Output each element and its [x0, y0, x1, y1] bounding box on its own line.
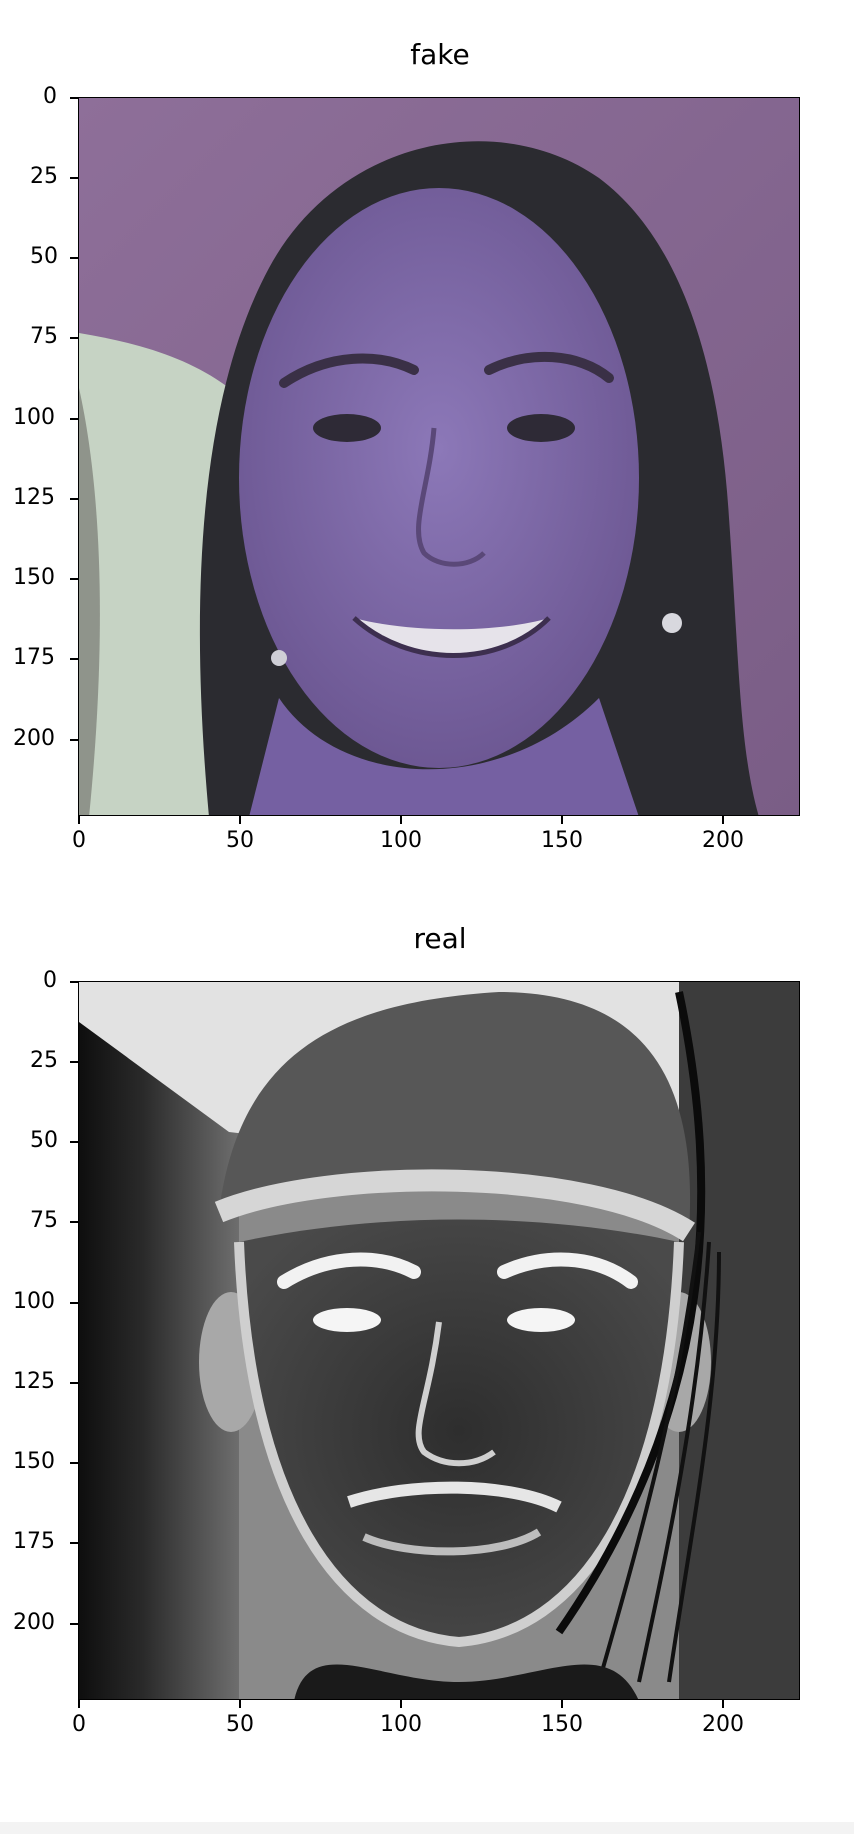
y-tick-label: 25: [30, 164, 58, 189]
real-face-image: [79, 982, 799, 1699]
y-tick-label: 0: [43, 84, 57, 109]
y-tick-label: 0: [43, 968, 57, 993]
x-tick-label: 200: [702, 828, 744, 853]
x-tick-label: 0: [72, 1712, 86, 1737]
y-tick-label: 100: [13, 1289, 55, 1314]
x-tick-label: 100: [380, 1712, 422, 1737]
y-tick-label: 125: [13, 1369, 55, 1394]
x-tick-label: 200: [702, 1712, 744, 1737]
x-tick-label: 0: [72, 828, 86, 853]
bottom-scroll-strip: [0, 1822, 854, 1834]
y-tick-label: 175: [13, 645, 55, 670]
y-tick-label: 125: [13, 485, 55, 510]
y-tick-label: 200: [13, 1610, 55, 1635]
image-frame: [78, 97, 800, 816]
y-tick-label: 75: [30, 324, 58, 349]
y-tick-label: 50: [30, 1128, 58, 1153]
y-tick-label: 175: [13, 1529, 55, 1554]
chart-title: real: [413, 922, 467, 955]
x-tick-label: 50: [226, 828, 254, 853]
image-frame: [78, 981, 800, 1700]
x-tick-label: 150: [541, 1712, 583, 1737]
x-tick-label: 50: [226, 1712, 254, 1737]
y-tick-label: 200: [13, 726, 55, 751]
chart-title: fake: [410, 38, 470, 71]
y-tick-label: 150: [13, 565, 55, 590]
y-tick-label: 25: [30, 1048, 58, 1073]
y-tick-label: 100: [13, 405, 55, 430]
chart-panel-real: real: [0, 0, 854, 1737]
x-tick-label: 150: [541, 828, 583, 853]
y-tick-label: 50: [30, 244, 58, 269]
y-tick-label: 150: [13, 1449, 55, 1474]
x-tick-label: 100: [380, 828, 422, 853]
chart-panel-fake: fake: [0, 0, 854, 900]
fake-face-image: [79, 98, 799, 815]
y-tick-label: 75: [30, 1208, 58, 1233]
